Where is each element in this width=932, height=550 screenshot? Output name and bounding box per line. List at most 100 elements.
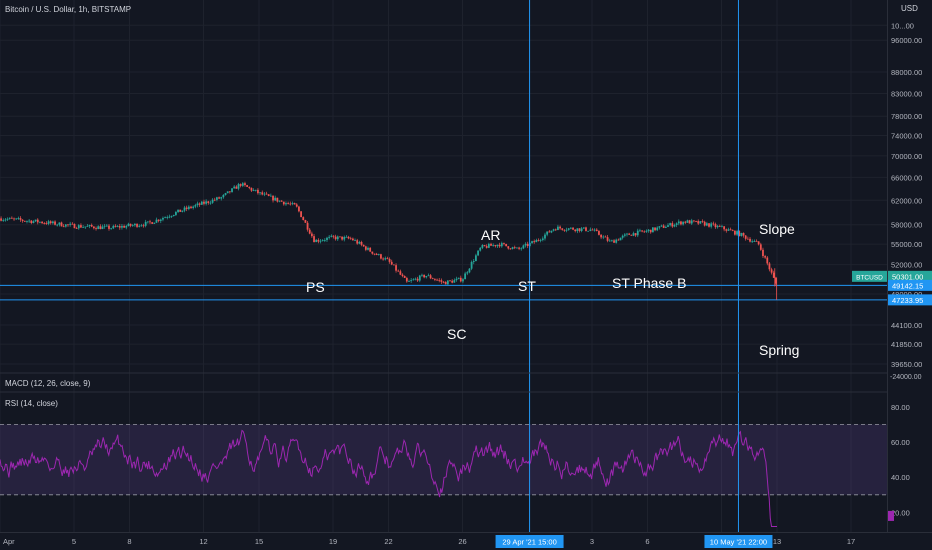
rsi-panel xyxy=(0,423,888,527)
candle-body xyxy=(682,221,685,225)
candle-body xyxy=(205,201,208,204)
candle-body xyxy=(194,205,197,207)
candle-body xyxy=(410,280,413,282)
candle-body xyxy=(313,236,315,243)
candle-body xyxy=(211,199,214,203)
annotation-label[interactable]: Spring xyxy=(759,342,799,358)
candle-body xyxy=(490,243,492,246)
candle-body xyxy=(660,225,663,227)
candle-body xyxy=(332,235,335,237)
candle-body xyxy=(414,278,417,280)
candle-body xyxy=(265,193,268,195)
annotation-label[interactable]: ST Phase B xyxy=(612,275,686,291)
candle-body xyxy=(390,261,393,265)
candle-body xyxy=(712,223,715,225)
currency-label: USD xyxy=(901,4,918,13)
candle-body xyxy=(166,217,169,218)
candle-body xyxy=(641,230,644,232)
candle-body xyxy=(675,223,678,226)
candle-body xyxy=(405,277,408,282)
candle-body xyxy=(621,235,624,238)
time-tick-label: 22 xyxy=(384,537,392,546)
candle-body xyxy=(677,221,680,224)
candle-body xyxy=(658,226,661,228)
time-tick-label: 19 xyxy=(329,537,337,546)
price-tick-label: 88000.00 xyxy=(891,68,922,77)
candle-body xyxy=(218,197,220,199)
candle-body xyxy=(654,227,656,231)
candle-body xyxy=(608,240,611,242)
candle-body xyxy=(662,225,665,228)
candle-body xyxy=(15,218,18,220)
candle-body xyxy=(606,237,609,241)
candle-body xyxy=(328,236,331,238)
candle-body xyxy=(69,223,72,225)
candle-body xyxy=(341,236,343,240)
time-crosshair-label: 10 May '21 22:00 xyxy=(710,538,767,547)
candle-body xyxy=(444,281,447,285)
candle-body xyxy=(759,244,762,250)
candle-body xyxy=(397,270,400,272)
annotation-label[interactable]: ST xyxy=(518,278,536,294)
candle-body xyxy=(738,231,741,237)
candles xyxy=(0,181,778,300)
candle-body xyxy=(67,224,69,226)
annotations: PS SC AR ST ST Phase B Slope Spring xyxy=(306,221,799,358)
candle-body xyxy=(142,225,145,227)
annotation-label[interactable]: AR xyxy=(481,227,500,243)
candle-body xyxy=(526,243,529,247)
candle-body xyxy=(13,218,15,220)
candle-body xyxy=(86,226,89,227)
candle-body xyxy=(207,201,210,203)
crosshair-lines xyxy=(529,0,739,532)
candle-body xyxy=(369,247,372,252)
candle-body xyxy=(291,203,294,204)
candle-body xyxy=(487,243,490,248)
annotation-label[interactable]: SC xyxy=(447,326,466,342)
candle-body xyxy=(336,236,339,240)
candle-body xyxy=(442,281,445,283)
candle-body xyxy=(434,279,436,280)
candle-body xyxy=(101,226,104,230)
candle-body xyxy=(669,223,672,226)
candle-body xyxy=(436,279,438,281)
candle-body xyxy=(483,245,486,247)
candle-body xyxy=(73,223,76,229)
candle-body xyxy=(30,220,33,224)
candle-body xyxy=(500,243,503,247)
candle-body xyxy=(17,218,20,219)
candle-body xyxy=(634,233,637,236)
annotation-label[interactable]: Slope xyxy=(759,221,795,237)
candle-body xyxy=(721,226,723,228)
candle-body xyxy=(451,280,454,283)
candle-body xyxy=(179,209,182,212)
candle-body xyxy=(628,233,631,235)
time-crosshair-marker xyxy=(495,535,564,548)
candle-body xyxy=(688,220,691,224)
candle-body xyxy=(671,223,674,227)
candle-body xyxy=(19,218,22,220)
candle-body xyxy=(323,240,326,241)
candle-body xyxy=(427,275,430,277)
annotation-label[interactable]: PS xyxy=(306,279,325,295)
candle-body xyxy=(300,211,302,218)
candle-body xyxy=(326,237,328,241)
candle-body xyxy=(10,217,13,219)
rsi-band xyxy=(0,424,888,495)
candle-body xyxy=(591,229,594,231)
candle-body xyxy=(498,244,501,247)
price-tick-label: 83000.00 xyxy=(891,89,922,98)
candle-body xyxy=(520,248,523,250)
candle-body xyxy=(364,246,367,250)
candle-body xyxy=(343,236,346,240)
macd-legend[interactable]: MACD (12, 26, close, 9) xyxy=(5,379,91,388)
candle-body xyxy=(285,203,287,205)
candle-body xyxy=(431,278,434,280)
rsi-legend[interactable]: RSI (14, close) xyxy=(5,399,58,408)
candle-body xyxy=(572,227,574,230)
candle-body xyxy=(233,186,236,189)
candle-body xyxy=(99,226,102,230)
price-tick-label: 74000.00 xyxy=(891,131,922,140)
candle-body xyxy=(371,251,374,254)
